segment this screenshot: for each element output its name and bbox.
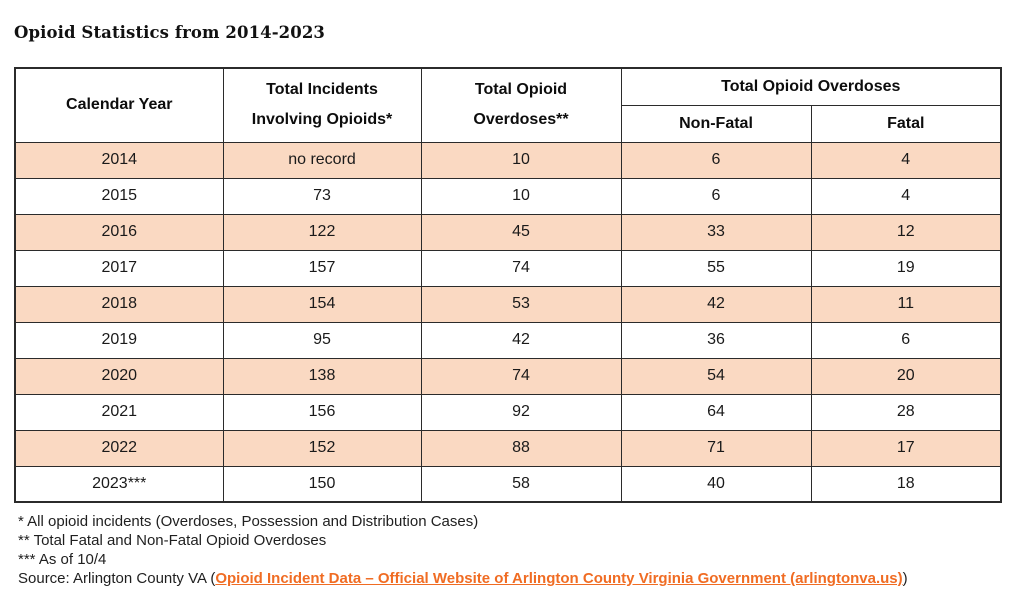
cell-incidents: 152 — [222, 429, 422, 467]
table-row: 2019 95 42 36 6 — [14, 321, 1002, 359]
cell-fatal: 6 — [810, 321, 1002, 359]
cell-year: 2018 — [14, 285, 224, 323]
cell-overdoses: 10 — [420, 177, 622, 215]
header-fatal: Fatal — [810, 104, 1002, 143]
cell-fatal: 20 — [810, 357, 1002, 395]
cell-year: 2023*** — [14, 465, 224, 503]
cell-overdoses: 42 — [420, 321, 622, 359]
cell-incidents: 138 — [222, 357, 422, 395]
cell-year: 2015 — [14, 177, 224, 215]
table-row: 2022 152 88 71 17 — [14, 429, 1002, 467]
cell-non-fatal: 64 — [620, 393, 812, 431]
header-row-2: Non-Fatal Fatal — [15, 104, 1002, 143]
cell-incidents: 156 — [222, 393, 422, 431]
cell-year: 2019 — [14, 321, 224, 359]
cell-incidents: no record — [222, 141, 422, 179]
cell-non-fatal: 36 — [620, 321, 812, 359]
header-calendar-year: Calendar Year — [14, 67, 224, 143]
footnote-3: *** As of 10/4 — [18, 551, 107, 568]
cell-year: 2017 — [14, 249, 224, 287]
table-row: 2018 154 53 42 11 — [14, 285, 1002, 323]
cell-year: 2020 — [14, 357, 224, 395]
cell-non-fatal: 55 — [620, 249, 812, 287]
cell-fatal: 12 — [810, 213, 1002, 251]
header-total-overdoses: Total Opioid Overdoses** — [420, 67, 622, 143]
header-total-incidents-line2: Involving Opioids* — [251, 111, 393, 129]
page-title: Opioid Statistics from 2014-2023 — [14, 23, 326, 42]
cell-non-fatal: 54 — [620, 357, 812, 395]
header-total-overdoses-line1: Total Opioid — [474, 81, 568, 99]
source-prefix: Source: Arlington County VA ( — [18, 570, 216, 587]
cell-overdoses: 92 — [420, 393, 622, 431]
cell-year: 2016 — [14, 213, 224, 251]
opioid-stats-table: Calendar Year Total Incidents Involving … — [14, 67, 1003, 503]
source-link[interactable]: Opioid Incident Data – Official Website … — [215, 570, 903, 587]
cell-incidents: 73 — [222, 177, 422, 215]
cell-incidents: 157 — [222, 249, 422, 287]
cell-year: 2014 — [14, 141, 224, 179]
table-row: 2015 73 10 6 4 — [14, 177, 1002, 215]
cell-fatal: 4 — [810, 177, 1002, 215]
cell-overdoses: 58 — [420, 465, 622, 503]
page: Opioid Statistics from 2014-2023 Calenda… — [14, 23, 1009, 588]
table-row: 2017 157 74 55 19 — [14, 249, 1002, 287]
table-body: 2014 no record 10 6 4 2015 73 10 6 4 201… — [14, 141, 1002, 503]
cell-incidents: 122 — [222, 213, 422, 251]
cell-overdoses: 88 — [420, 429, 622, 467]
cell-incidents: 154 — [222, 285, 422, 323]
cell-overdoses: 74 — [420, 357, 622, 395]
header-total-overdoses-line2: Overdoses** — [473, 111, 569, 129]
cell-overdoses: 10 — [420, 141, 622, 179]
cell-fatal: 17 — [810, 429, 1002, 467]
table-row: 2016 122 45 33 12 — [14, 213, 1002, 251]
cell-year: 2021 — [14, 393, 224, 431]
cell-fatal: 4 — [810, 141, 1002, 179]
cell-non-fatal: 6 — [620, 141, 812, 179]
cell-non-fatal: 6 — [620, 177, 812, 215]
source-line: Source: Arlington County VA (Opioid Inci… — [18, 569, 1009, 588]
cell-overdoses: 45 — [420, 213, 622, 251]
table-row: 2020 138 74 54 20 — [14, 357, 1002, 395]
cell-incidents: 95 — [222, 321, 422, 359]
cell-fatal: 18 — [810, 465, 1002, 503]
header-total-incidents-line1: Total Incidents — [266, 81, 378, 99]
cell-fatal: 11 — [810, 285, 1002, 323]
header-overdoses-group: Total Opioid Overdoses — [620, 67, 1002, 106]
footnote-2: ** Total Fatal and Non-Fatal Opioid Over… — [18, 532, 327, 549]
cell-fatal: 19 — [810, 249, 1002, 287]
cell-non-fatal: 71 — [620, 429, 812, 467]
cell-fatal: 28 — [810, 393, 1002, 431]
cell-non-fatal: 40 — [620, 465, 812, 503]
header-non-fatal: Non-Fatal — [620, 104, 812, 143]
cell-overdoses: 53 — [420, 285, 622, 323]
cell-incidents: 150 — [222, 465, 422, 503]
header-total-incidents: Total Incidents Involving Opioids* — [222, 67, 422, 143]
header-row-1: Calendar Year Total Incidents Involving … — [14, 67, 1002, 143]
table-row: 2021 156 92 64 28 — [14, 393, 1002, 431]
cell-year: 2022 — [14, 429, 224, 467]
table-row: 2023*** 150 58 40 18 — [14, 465, 1002, 503]
table-header: Calendar Year Total Incidents Involving … — [14, 67, 1002, 143]
cell-non-fatal: 42 — [620, 285, 812, 323]
source-suffix: ) — [902, 570, 908, 587]
table-row: 2014 no record 10 6 4 — [14, 141, 1002, 179]
cell-non-fatal: 33 — [620, 213, 812, 251]
footnotes: * All opioid incidents (Overdoses, Posse… — [18, 512, 1009, 588]
footnote-1: * All opioid incidents (Overdoses, Posse… — [18, 513, 479, 530]
cell-overdoses: 74 — [420, 249, 622, 287]
